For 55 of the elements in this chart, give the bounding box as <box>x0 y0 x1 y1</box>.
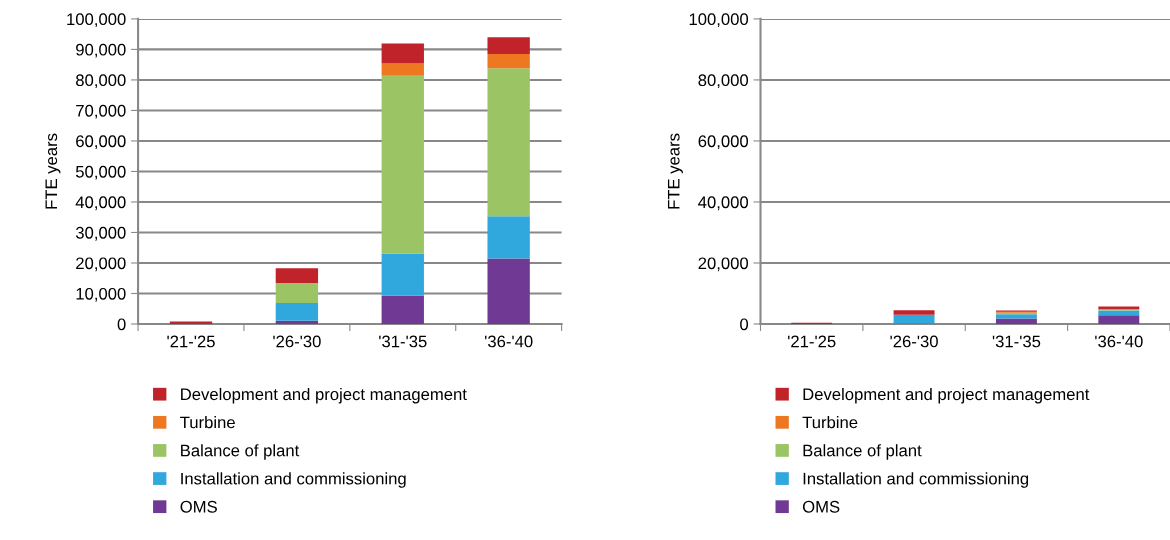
bar <box>381 295 424 324</box>
bar <box>275 268 319 284</box>
legend-label: Turbine <box>802 416 858 429</box>
bar <box>1098 315 1140 324</box>
x-tick-label: '36-'40 <box>1095 335 1143 348</box>
y-tick-label: 70,000 <box>76 104 126 119</box>
y-tick-label: 20,000 <box>698 257 749 272</box>
bar <box>487 216 530 259</box>
y-tick-label: 50,000 <box>75 165 126 180</box>
x-tick-label: '21-'25 <box>167 335 215 348</box>
bar <box>995 318 1037 324</box>
y-tick-label: 60,000 <box>698 135 749 150</box>
legend-label: OMS <box>802 500 840 513</box>
x-tick-label: '26-'30 <box>890 335 938 348</box>
bar <box>893 310 935 315</box>
bar <box>381 75 424 254</box>
bar <box>275 302 319 321</box>
y-tick-label: 60,000 <box>76 135 126 150</box>
y-tick-label: 0 <box>740 318 749 331</box>
legend-label: Development and project management <box>181 387 467 404</box>
x-tick-label: '36-'40 <box>485 335 533 348</box>
bar <box>487 68 530 217</box>
bar <box>995 314 1037 319</box>
y-tick-label: 40,000 <box>75 196 126 211</box>
x-tick-label: '21-'25 <box>788 335 836 348</box>
legend-label: Installation and commissioning <box>803 472 1029 488</box>
bar <box>275 283 319 303</box>
legend-label: Turbine <box>180 416 235 429</box>
y-tick-label: 10,000 <box>76 287 126 302</box>
bar <box>487 258 530 324</box>
y-tick-label: 80,000 <box>698 74 749 89</box>
y-tick-label: 90,000 <box>76 43 126 58</box>
y-tick-label: 80,000 <box>76 74 126 89</box>
bar <box>381 253 424 296</box>
legend-label: Balance of plant <box>181 444 300 460</box>
bar <box>893 314 935 324</box>
legend-label: Installation and commissioning <box>181 472 406 488</box>
bar <box>381 63 424 76</box>
y-tick-label: 0 <box>117 318 126 331</box>
y-axis-title: FTE years <box>667 133 683 209</box>
legend-label: OMS <box>180 500 217 513</box>
y-tick-label: 100,000 <box>67 13 126 28</box>
bar <box>381 43 424 64</box>
y-tick-label: 30,000 <box>75 226 126 241</box>
x-tick-label: '26-'30 <box>273 335 321 348</box>
y-tick-label: 20,000 <box>76 257 126 272</box>
y-tick-label: 40,000 <box>698 196 749 211</box>
legend-label: Balance of plant <box>803 444 922 460</box>
x-tick-label: '31-'35 <box>379 335 427 348</box>
bar <box>487 37 530 54</box>
y-axis-title: FTE years <box>45 133 61 209</box>
bar <box>487 53 530 69</box>
legend-label: Development and project management <box>803 387 1090 404</box>
x-tick-label: '31-'35 <box>992 335 1041 348</box>
y-tick-label: 100,000 <box>689 13 749 28</box>
